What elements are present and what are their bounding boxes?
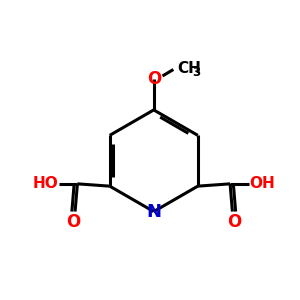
Text: OH: OH (249, 176, 275, 191)
Text: CH: CH (177, 61, 201, 76)
Text: HO: HO (33, 176, 58, 191)
Text: N: N (146, 202, 161, 220)
Text: O: O (66, 213, 80, 231)
Text: O: O (147, 70, 161, 88)
Text: 3: 3 (193, 66, 201, 79)
Text: O: O (227, 213, 242, 231)
